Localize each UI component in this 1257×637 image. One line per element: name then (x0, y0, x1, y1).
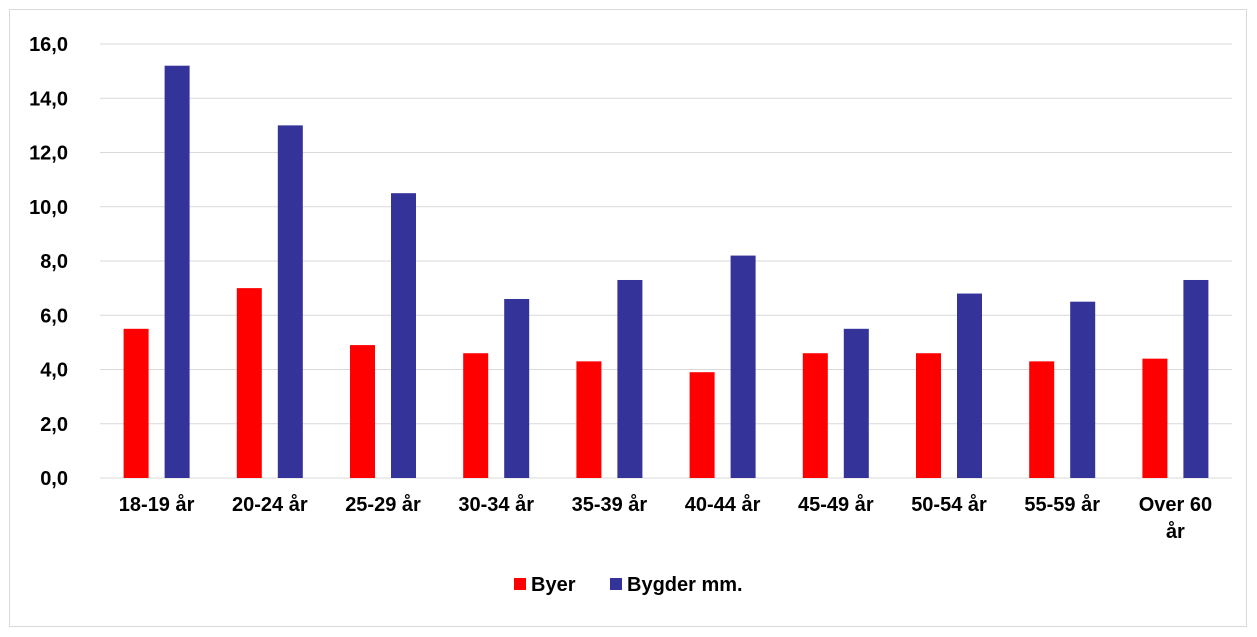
bar-bygder (1183, 279, 1209, 478)
x-tick-label: 35-39 år (572, 493, 648, 516)
bar-byer (689, 372, 715, 478)
legend-item-byer-label: Byer (531, 574, 576, 596)
x-tick-label: 50-54 år (911, 493, 987, 516)
bar-bygder (391, 193, 416, 478)
x-axis-ticks: 18-19 år 20-24 år 25-29 år 30-34 år 35-39 år… (119, 493, 1212, 543)
x-tick-label: 40-44 år (685, 493, 761, 516)
bar-bygder (730, 255, 756, 478)
x-tick-label: 55-59 år (1024, 493, 1100, 516)
x-tick-label: 20-24 år (232, 493, 308, 516)
y-tick-label: 6,0 (40, 305, 68, 327)
y-tick-label: 16,0 (29, 34, 68, 56)
bar-byer (350, 345, 375, 478)
bar-byer (123, 328, 149, 478)
bar-byer (1029, 361, 1055, 478)
legend-item-byer-swatch (514, 578, 526, 590)
bar-bygder (1070, 301, 1096, 478)
bar-bygder (504, 298, 530, 478)
bar-byer (236, 288, 262, 478)
legend-item-bygder-swatch (610, 578, 622, 590)
bar-bygder (843, 328, 869, 478)
x-tick-label: 25-29 år (345, 493, 421, 516)
y-axis-ticks: 0,0 2,0 4,0 6,0 8,0 10,0 12,0 14,0 16,0 (29, 34, 68, 490)
x-tick-label: 30-34 år (458, 493, 534, 516)
bars (123, 65, 1209, 478)
bar-byer (463, 353, 489, 478)
y-tick-label: 0,0 (40, 468, 68, 490)
bar-bygder (164, 65, 190, 478)
x-tick-label: 18-19 år (119, 493, 195, 516)
y-tick-label: 12,0 (29, 143, 68, 165)
x-tick-label: Over 60 år (1139, 494, 1212, 543)
legend: Byer Bygder mm. (514, 574, 743, 596)
bar-byer (1142, 358, 1168, 478)
y-tick-label: 10,0 (29, 197, 68, 219)
y-tick-label: 8,0 (40, 251, 68, 273)
x-tick-label: 45-49 år (798, 493, 874, 516)
bar-bygder (957, 293, 982, 478)
y-tick-label: 14,0 (29, 88, 68, 110)
legend-item-bygder-label: Bygder mm. (627, 574, 743, 596)
y-tick-label: 2,0 (40, 414, 68, 436)
bar-byer (916, 353, 941, 478)
bar-bygder (617, 279, 643, 478)
y-tick-label: 4,0 (40, 360, 68, 382)
bar-bygder (277, 125, 303, 478)
bar-byer (802, 353, 828, 478)
bar-byer (576, 361, 602, 478)
gridlines (100, 43, 1232, 479)
